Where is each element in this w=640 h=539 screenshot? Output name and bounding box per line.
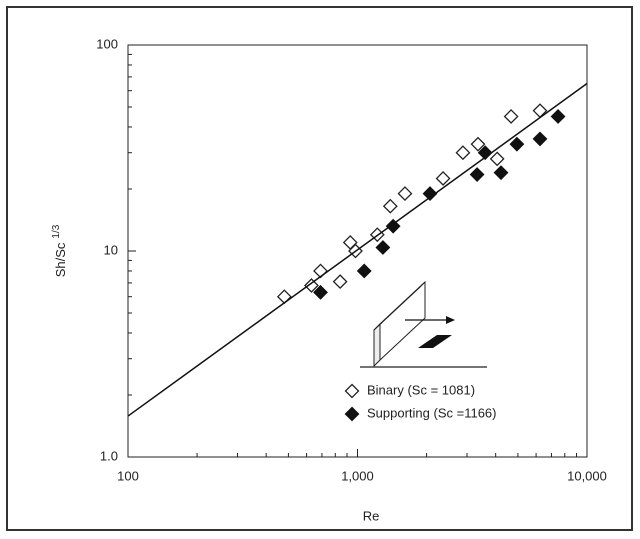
y-tick-label: 100 — [96, 36, 118, 51]
inset-diagram — [360, 280, 487, 368]
point — [503, 109, 519, 124]
point — [304, 278, 319, 293]
x-tick-label: 1,000 — [341, 468, 374, 483]
point — [276, 289, 292, 305]
point — [397, 186, 413, 201]
y-axis-label: Sh/Sc 1/3 — [51, 224, 69, 277]
point — [385, 218, 401, 234]
point — [489, 151, 505, 167]
y-tick-label: 10 — [104, 242, 118, 257]
x-tick-label: 100 — [117, 468, 139, 483]
point — [356, 263, 372, 279]
y-axis-label-main: Sh/Sc — [53, 242, 68, 277]
x-axis-label: Re — [363, 508, 380, 523]
y-tick-label: 1.0 — [100, 448, 118, 463]
fit-line — [127, 82, 588, 417]
point — [532, 131, 548, 147]
legend-label: Binary (Sc = 1081) — [367, 382, 475, 397]
point — [422, 186, 438, 201]
point — [469, 167, 485, 182]
x-tick-label: 10,000 — [567, 468, 607, 483]
legend-label: Supporting (Sc =1166) — [367, 405, 496, 420]
point — [382, 198, 398, 214]
point — [550, 109, 566, 124]
point — [435, 171, 451, 186]
point — [375, 240, 391, 255]
legend-marker — [344, 383, 360, 399]
point — [455, 145, 471, 161]
legend-marker — [344, 406, 360, 422]
point — [470, 136, 486, 152]
point — [313, 284, 328, 300]
point — [313, 263, 328, 279]
point — [332, 274, 348, 290]
point — [509, 136, 525, 152]
frame — [6, 6, 633, 531]
point — [493, 165, 509, 181]
point — [477, 145, 493, 161]
y-axis-label-sup: 1/3 — [51, 224, 62, 238]
